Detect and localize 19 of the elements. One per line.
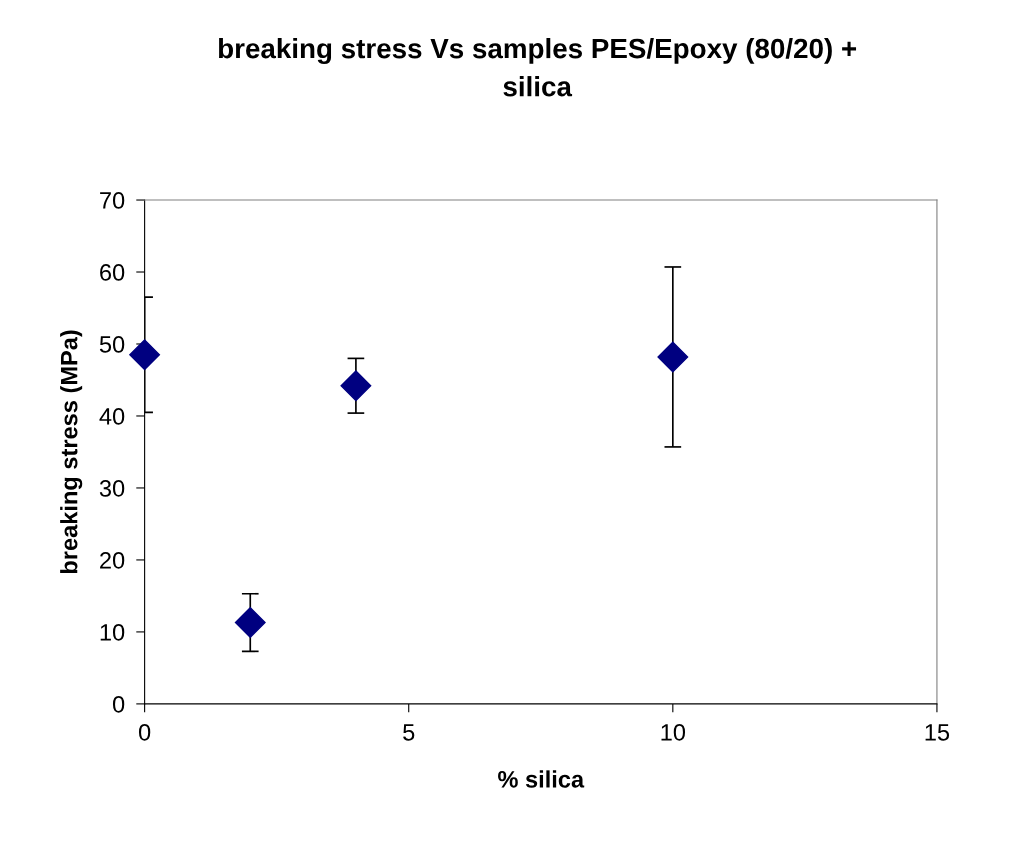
x-tick-label: 5 <box>403 724 415 741</box>
x-tick-label: 10 <box>661 723 686 741</box>
point <box>657 341 689 373</box>
y-tick-label: 70 <box>100 192 125 209</box>
y-tick-label: 60 <box>100 264 125 281</box>
x-axis-title: % silica <box>498 770 585 788</box>
x-tick-label: 0 <box>138 723 151 741</box>
point <box>234 607 266 638</box>
point <box>340 370 372 402</box>
y-tick-label: 20 <box>100 552 125 569</box>
y-tick-label: 30 <box>99 480 125 497</box>
y-tick-label: 40 <box>99 408 125 425</box>
y-tick-label: 10 <box>100 623 125 641</box>
x-tick-label: 15 <box>925 724 950 741</box>
point <box>129 339 161 371</box>
y-axis-title: breaking stress (MPa) <box>60 330 83 574</box>
y-tick-label: 50 <box>99 336 125 353</box>
y-tick-label: 0 <box>112 695 125 713</box>
chart-title: breaking stress Vs samples PES/Epoxy (80/20) + silica <box>219 37 857 97</box>
